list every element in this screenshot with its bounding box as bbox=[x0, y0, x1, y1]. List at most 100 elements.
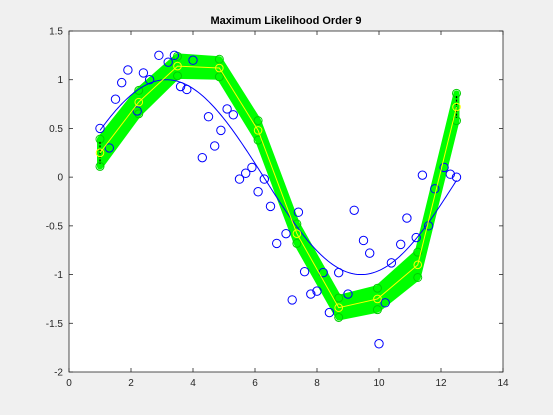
fitted-point bbox=[134, 97, 144, 107]
y-tick-label: 0 bbox=[57, 173, 63, 184]
fitted-point bbox=[452, 102, 461, 112]
data-point bbox=[386, 258, 397, 268]
band-upper-marker bbox=[334, 293, 344, 303]
data-point bbox=[182, 84, 192, 95]
data-point bbox=[287, 295, 297, 305]
band-upper-marker bbox=[372, 283, 382, 293]
data-point bbox=[259, 174, 269, 184]
data-point bbox=[396, 239, 406, 250]
data-point bbox=[197, 152, 208, 163]
data-point bbox=[123, 65, 133, 75]
data-point bbox=[299, 266, 310, 277]
data-point bbox=[222, 104, 232, 114]
data-point bbox=[95, 123, 105, 134]
data-point bbox=[312, 286, 322, 296]
data-point bbox=[380, 298, 390, 308]
fitted-point bbox=[173, 61, 182, 71]
data-point bbox=[451, 172, 462, 182]
data-point bbox=[234, 174, 245, 184]
y-tick-label: -1 bbox=[54, 270, 63, 281]
band-lower-marker bbox=[134, 109, 144, 119]
fitted-line bbox=[99, 65, 457, 309]
band-upper-marker bbox=[134, 85, 144, 95]
plot-area bbox=[95, 50, 462, 349]
data-point bbox=[445, 169, 455, 179]
band-upper-marker bbox=[413, 247, 423, 257]
data-point bbox=[241, 168, 251, 178]
data-point bbox=[203, 112, 214, 122]
data-point bbox=[334, 267, 344, 278]
band-lower-marker bbox=[413, 272, 423, 282]
true-function-line bbox=[99, 79, 457, 276]
y-tick-label: 1 bbox=[57, 75, 63, 86]
x-tick-label: 2 bbox=[128, 378, 134, 389]
data-point bbox=[411, 232, 421, 243]
x-tick-label: 0 bbox=[66, 378, 72, 389]
data-point bbox=[358, 235, 369, 246]
data-point bbox=[430, 184, 440, 194]
band-lower-marker bbox=[173, 71, 182, 81]
data-point bbox=[110, 94, 121, 104]
data-point bbox=[144, 75, 155, 85]
axes-box bbox=[68, 30, 504, 373]
band-lower-marker bbox=[95, 161, 105, 171]
band-lower-marker bbox=[372, 305, 382, 315]
data-point bbox=[138, 68, 149, 78]
data-point bbox=[374, 339, 384, 349]
data-point bbox=[175, 81, 186, 92]
data-point bbox=[132, 106, 142, 116]
band-lower-marker bbox=[292, 238, 302, 248]
fitted-point bbox=[253, 126, 263, 135]
chart-title: Maximum Likelihood Order 9 bbox=[211, 15, 362, 27]
data-point bbox=[324, 307, 335, 318]
x-tick-label: 10 bbox=[373, 378, 385, 389]
x-tick-label: 14 bbox=[497, 378, 509, 389]
data-point bbox=[417, 170, 428, 180]
band-upper-marker bbox=[253, 116, 263, 126]
y-tick-label: -2 bbox=[54, 368, 63, 379]
data-point bbox=[365, 248, 375, 258]
data-point bbox=[293, 207, 304, 217]
data-point bbox=[343, 289, 353, 299]
data-point bbox=[265, 201, 276, 212]
data-point bbox=[306, 289, 316, 299]
x-tick-label: 12 bbox=[435, 378, 447, 389]
data-point bbox=[154, 50, 164, 61]
fitted-point bbox=[334, 303, 344, 312]
data-point bbox=[210, 141, 220, 151]
data-point bbox=[104, 143, 115, 153]
data-point bbox=[402, 213, 412, 223]
fitted-point bbox=[373, 294, 382, 304]
band-lower-marker bbox=[214, 72, 224, 82]
data-point bbox=[169, 50, 180, 61]
band-lower-marker bbox=[334, 312, 344, 322]
data-point bbox=[247, 162, 257, 173]
y-tick-label: 1.5 bbox=[49, 27, 63, 38]
data-point bbox=[349, 205, 359, 215]
data-point bbox=[439, 162, 449, 173]
data-point bbox=[253, 187, 263, 197]
data-point bbox=[163, 57, 173, 67]
fitted-point bbox=[292, 229, 302, 238]
band-lower-marker bbox=[452, 116, 461, 126]
confidence-band bbox=[97, 53, 460, 321]
data-point bbox=[117, 77, 127, 88]
data-point bbox=[188, 55, 198, 65]
fitted-point bbox=[413, 260, 423, 270]
data-point bbox=[281, 228, 291, 239]
y-tick-label: -0.5 bbox=[46, 221, 64, 232]
y-tick-label: -1.5 bbox=[46, 319, 64, 330]
fitted-point bbox=[95, 148, 105, 158]
fitted-point bbox=[215, 63, 224, 73]
data-point bbox=[228, 110, 239, 120]
data-point bbox=[216, 125, 226, 136]
data-point bbox=[272, 238, 282, 249]
axis-ticks: 0 2 4 6 8 10 12 14 -2 -1.5 -1 -0.5 0 0.5 1 1.5 bbox=[46, 27, 509, 390]
band-upper-marker bbox=[214, 54, 224, 64]
y-tick-label: 0.5 bbox=[49, 124, 63, 135]
x-tick-label: 4 bbox=[190, 378, 196, 389]
x-tick-label: 8 bbox=[314, 378, 320, 389]
x-tick-label: 6 bbox=[252, 378, 258, 389]
